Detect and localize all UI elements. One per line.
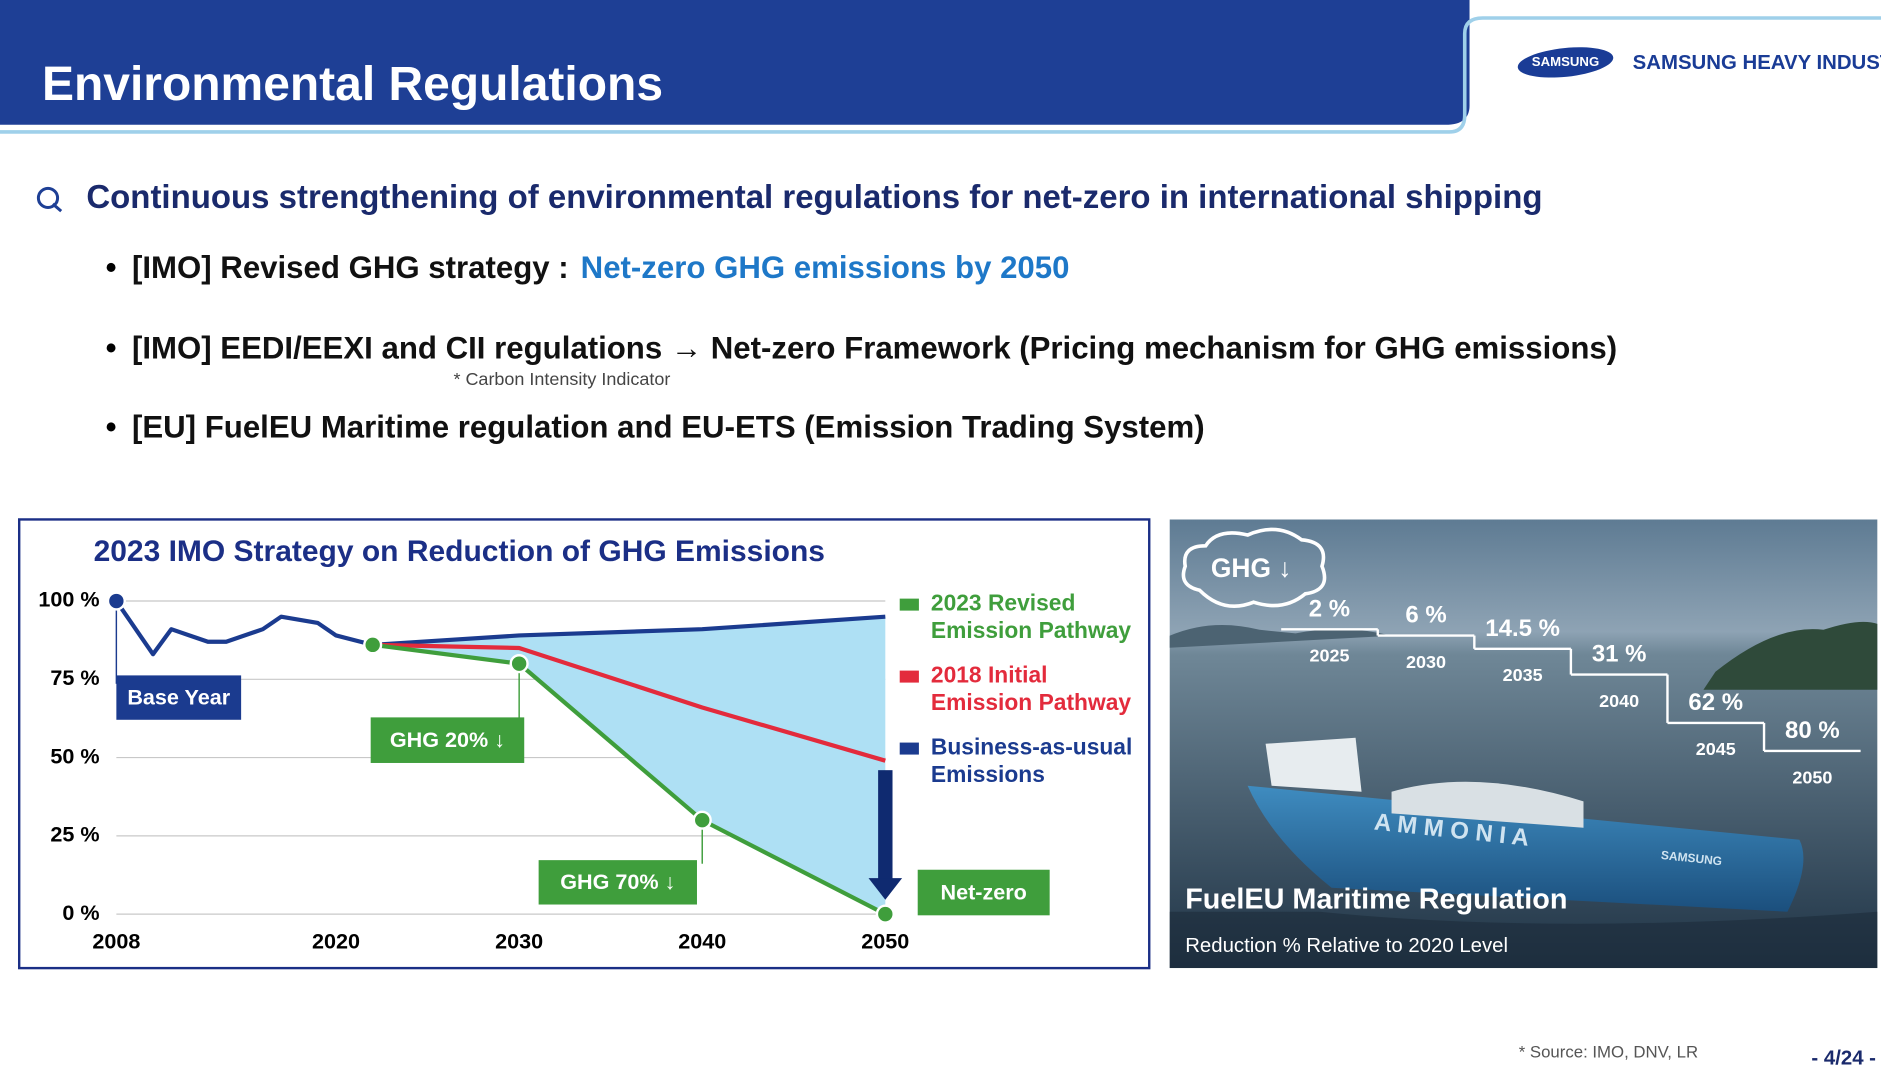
logo-shape (1517, 47, 1614, 78)
step-year: 2030 (1406, 652, 1446, 672)
island (1169, 625, 1392, 648)
annotation-box (538, 860, 697, 905)
legend-label: 2018 Initial Emission Pathway (930, 663, 1132, 717)
ship-hull (1247, 785, 1804, 912)
x-tick-label: 2020 (312, 929, 360, 954)
step-value: 14.5 % (1485, 615, 1560, 642)
point (363, 635, 383, 655)
ship-brand: SAMSUNG (1660, 848, 1722, 868)
step-value: 62 % (1688, 689, 1743, 716)
step-value: 2 % (1309, 595, 1350, 622)
source-note: * Source: IMO, DNV, LR (1519, 1043, 1698, 1062)
step-year: 2045 (1696, 739, 1736, 759)
badge-cloud (1181, 527, 1327, 608)
island (1703, 621, 1878, 690)
annotation-text: GHG 20% ↓ (390, 727, 505, 752)
annotation-text: GHG 70% ↓ (560, 869, 675, 894)
legend-item: 2018 Initial Emission Pathway (930, 663, 1132, 717)
annotation-box (370, 717, 525, 763)
y-tick-label: 25 % (50, 822, 99, 847)
legend-swatch (899, 670, 919, 683)
series-line (114, 599, 886, 657)
legend-label: 2023 Revised Emission Pathway (930, 591, 1132, 645)
badge-text: GHG ↓ (1211, 553, 1292, 583)
series-line (372, 642, 887, 916)
chart-title: 2023 IMO Strategy on Reduction of GHG Em… (94, 535, 825, 568)
gap-area (372, 616, 886, 915)
y-tick-label: 0 % (62, 900, 99, 925)
x-tick-label: 2030 (495, 929, 543, 954)
legend-item: Business-as-usual Emissions (930, 735, 1133, 789)
point (509, 654, 529, 674)
step-value: 6 % (1405, 602, 1446, 629)
x-tick-label: 2008 (92, 929, 140, 954)
bullet-text: [IMO] Revised GHG strategy : Net-zero GHG… (132, 250, 1070, 285)
x-tick-label: 2040 (678, 929, 726, 954)
step-chart: 2 % 2025 6 % 2030 14.5 % 2035 31 % 2040 62 % 2045… (1281, 595, 1861, 787)
bullet-note: * Carbon Intensity Indicator (453, 369, 670, 389)
step-year: 2035 (1503, 665, 1543, 685)
ship-tank (1391, 781, 1584, 828)
y-tick-label: 100 % (38, 587, 99, 612)
y-tick-label: 75 % (50, 665, 99, 690)
legend-swatch (899, 598, 919, 611)
series-line (372, 642, 886, 763)
logo-text: SAMSUNG (1532, 54, 1599, 69)
point (692, 810, 712, 830)
step-year: 2025 (1309, 646, 1349, 666)
chart: 0 % 25 % 50 % 75 % 100 % 2008 2020 2030 2040 2050… (38, 587, 1133, 954)
photo-panel: A M M O N I A SAMSUNG (1169, 519, 1878, 969)
bullet-text: [IMO] EEDI/EEXI and CII regulations → Ne… (132, 331, 1617, 366)
legend-item: 2023 Revised Emission Pathway (930, 591, 1132, 645)
arrow-head (868, 878, 903, 900)
bullet: • (106, 250, 117, 285)
headline: Continuous strengthening of environmenta… (86, 178, 1542, 215)
panel-title: FuelEU Maritime Regulation (1185, 884, 1567, 916)
point (875, 904, 895, 924)
annotation-box (116, 675, 242, 720)
bullet-text: [EU] FuelEU Maritime regulation and EU-E… (132, 410, 1205, 445)
point (106, 591, 126, 611)
header-band (0, 0, 1470, 125)
headline-icon (36, 186, 63, 213)
bullet: • (106, 410, 117, 445)
legend-label: Business-as-usual Emissions (930, 735, 1133, 789)
x-tick-label: 2050 (861, 929, 909, 954)
step-value: 31 % (1592, 641, 1647, 668)
step-value: 80 % (1785, 717, 1840, 744)
ship-bridge (1265, 737, 1362, 792)
step-year: 2050 (1792, 767, 1832, 787)
company-name: SAMSUNG HEAVY INDUSTRIES (1633, 52, 1881, 74)
bullet-main: [IMO] Revised GHG strategy : (132, 250, 569, 285)
bullet: • (106, 331, 117, 366)
step-year: 2040 (1599, 691, 1639, 711)
page-title: Environmental Regulations (42, 58, 663, 111)
annotation-text: Net-zero (941, 879, 1027, 904)
annotation-box (917, 869, 1050, 916)
legend-swatch (899, 742, 919, 755)
panel-subtitle: Reduction % Relative to 2020 Level (1185, 935, 1508, 957)
arrow-shaft (878, 770, 893, 881)
page-number: - 4/24 - (1811, 1048, 1876, 1070)
y-tick-label: 50 % (50, 743, 99, 768)
bullet-highlight: Net-zero GHG emissions by 2050 (581, 250, 1070, 285)
sea-shadow (1169, 911, 1878, 969)
header-rule (0, 16, 1881, 134)
annotation-text: Base Year (127, 684, 230, 709)
